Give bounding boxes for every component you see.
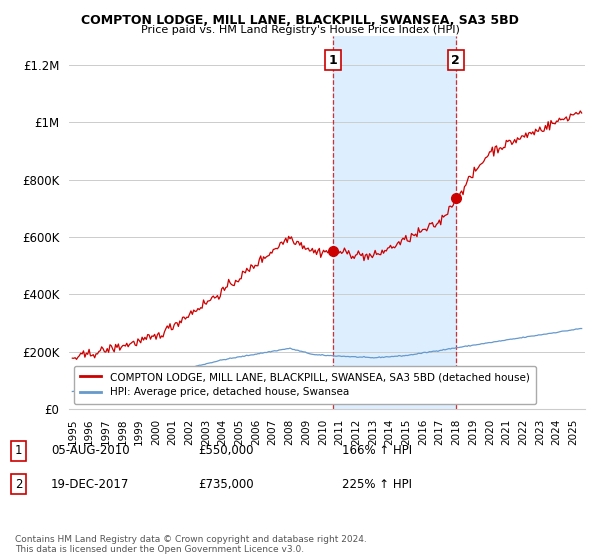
Text: 2: 2 — [15, 478, 23, 491]
Text: COMPTON LODGE, MILL LANE, BLACKPILL, SWANSEA, SA3 5BD: COMPTON LODGE, MILL LANE, BLACKPILL, SWA… — [81, 14, 519, 27]
Text: 1: 1 — [328, 54, 337, 67]
Text: Contains HM Land Registry data © Crown copyright and database right 2024.
This d: Contains HM Land Registry data © Crown c… — [15, 535, 367, 554]
Text: 1: 1 — [15, 444, 23, 458]
Legend: COMPTON LODGE, MILL LANE, BLACKPILL, SWANSEA, SA3 5BD (detached house), HPI: Ave: COMPTON LODGE, MILL LANE, BLACKPILL, SWA… — [74, 366, 536, 404]
Bar — [332, 36, 456, 409]
Text: 05-AUG-2010: 05-AUG-2010 — [51, 444, 130, 458]
Text: £550,000: £550,000 — [198, 444, 254, 458]
Text: 166% ↑ HPI: 166% ↑ HPI — [342, 444, 412, 458]
Text: £735,000: £735,000 — [198, 478, 254, 491]
Text: 19-DEC-2017: 19-DEC-2017 — [51, 478, 130, 491]
Text: 225% ↑ HPI: 225% ↑ HPI — [342, 478, 412, 491]
Text: Price paid vs. HM Land Registry's House Price Index (HPI): Price paid vs. HM Land Registry's House … — [140, 25, 460, 35]
Text: 2: 2 — [451, 54, 460, 67]
